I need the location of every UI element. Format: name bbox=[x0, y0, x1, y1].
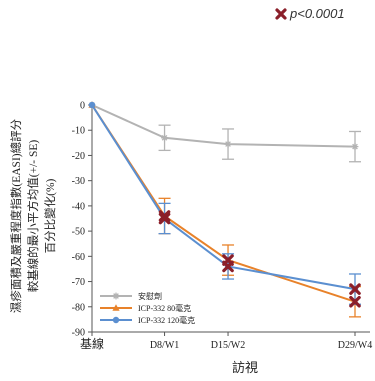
legend-swatch-marker bbox=[112, 316, 120, 324]
x-tick-label: D15/W2 bbox=[211, 340, 245, 351]
series-0 bbox=[88, 101, 361, 163]
significance-marker bbox=[222, 260, 234, 273]
data-point bbox=[161, 134, 168, 142]
note-significance-marker-core bbox=[278, 11, 284, 17]
significance-marker-core bbox=[352, 286, 358, 292]
significance-marker bbox=[349, 283, 361, 295]
data-point bbox=[88, 101, 96, 109]
significance-marker-icon bbox=[275, 8, 287, 20]
significance-marker-core bbox=[225, 257, 231, 263]
y-tick-label: -80 bbox=[72, 302, 85, 313]
significance-marker-core bbox=[225, 264, 231, 269]
significance-marker-core bbox=[162, 216, 167, 221]
y-tick-label: -60 bbox=[72, 252, 85, 263]
x-tick-label: D8/W1 bbox=[150, 340, 179, 351]
x-ticks: 基線 D8/W1 D15/W2 D29/W4 bbox=[80, 332, 372, 351]
legend-label: ICP-332 80毫克 bbox=[138, 303, 191, 313]
legend-swatch-marker bbox=[112, 304, 120, 311]
significance-marker-core bbox=[352, 299, 358, 305]
series-line bbox=[91, 104, 356, 148]
series-line bbox=[91, 104, 356, 303]
data-point bbox=[351, 143, 359, 151]
series-1 bbox=[88, 101, 361, 318]
x-axis-label: 訪視 bbox=[232, 360, 258, 375]
note-significance-marker bbox=[275, 8, 287, 20]
y-ticks: 0 -10 -20 -30 -40 -50 -60 -70 -80 -90 bbox=[72, 101, 92, 339]
legend-swatch-marker bbox=[112, 292, 120, 300]
data-point bbox=[224, 140, 232, 148]
y-tick-label: -20 bbox=[72, 151, 85, 162]
y-tick-label: -50 bbox=[72, 227, 85, 238]
y-tick-label: -70 bbox=[72, 277, 85, 288]
y-tick-label: 0 bbox=[80, 101, 85, 112]
y-axis-label-line-2: 較基線的最小平方均值(+/- SE) bbox=[26, 140, 40, 293]
y-tick-label: -30 bbox=[72, 176, 85, 187]
series-layer bbox=[88, 101, 361, 318]
legend: 安慰劑 ICP-332 80毫克 ICP-332 120毫克 bbox=[100, 291, 195, 325]
y-tick-label: -40 bbox=[72, 201, 85, 212]
legend-label: ICP-332 120毫克 bbox=[138, 315, 195, 325]
x-tick-label: D29/W4 bbox=[338, 340, 372, 351]
y-axis-label-line-3: 百分比變化(%) bbox=[43, 178, 57, 253]
series-2 bbox=[88, 101, 361, 305]
x-tick-label: 基線 bbox=[80, 336, 104, 351]
significance-marker bbox=[349, 295, 361, 308]
y-tick-label: -10 bbox=[72, 126, 85, 137]
significance-note: p<0.0001 bbox=[275, 6, 345, 21]
series-line bbox=[91, 104, 356, 291]
y-tick-label: -90 bbox=[72, 328, 85, 339]
significance-note-text: p<0.0001 bbox=[289, 6, 345, 21]
legend-label: 安慰劑 bbox=[138, 291, 162, 301]
significance-marker bbox=[158, 212, 171, 225]
y-axis-label-line-1: 濕疹面積及嚴重程度指數(EASI)總評分 bbox=[9, 118, 23, 313]
